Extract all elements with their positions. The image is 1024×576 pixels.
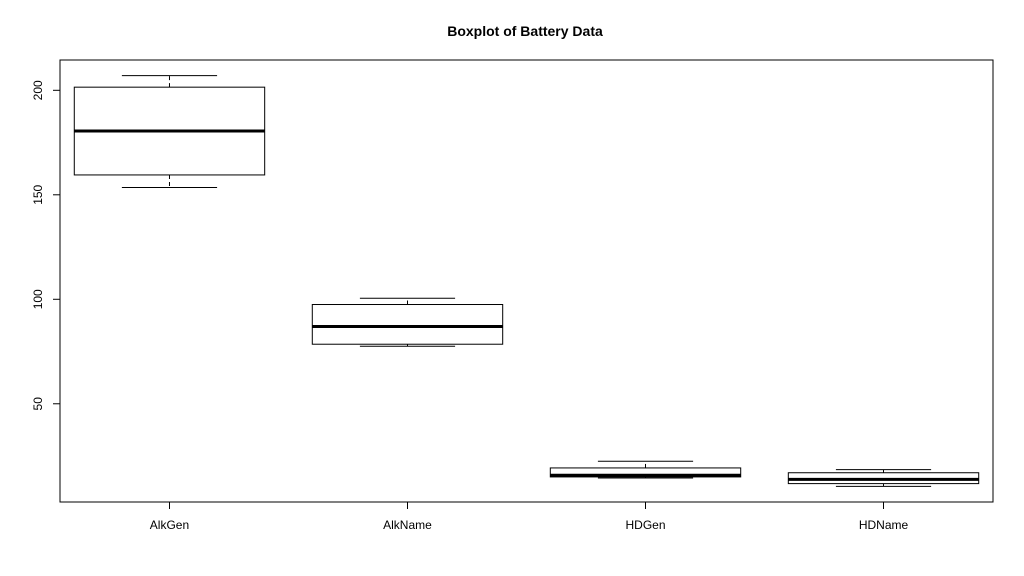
x-tick-label: HDGen [625,518,665,532]
y-tick-label: 150 [31,184,45,204]
chart-title: Boxplot of Battery Data [447,23,603,39]
x-tick-label: AlkName [383,518,432,532]
x-tick-label: HDName [859,518,909,532]
y-tick-label: 200 [31,80,45,100]
iqr-box [549,467,742,478]
x-tick-label: AlkGen [150,518,189,532]
box-HDGen [549,460,742,479]
y-tick-label: 100 [31,289,45,309]
boxes-layer [73,75,980,487]
x-axis: AlkGen AlkName HDGen HDName [150,502,909,532]
box-AlkName [311,297,504,347]
y-axis: 50 100 150 200 [31,80,61,411]
iqr-box [311,304,504,345]
y-tick-label: 50 [31,397,45,411]
box-AlkGen [73,75,266,188]
box-HDName [787,469,980,487]
